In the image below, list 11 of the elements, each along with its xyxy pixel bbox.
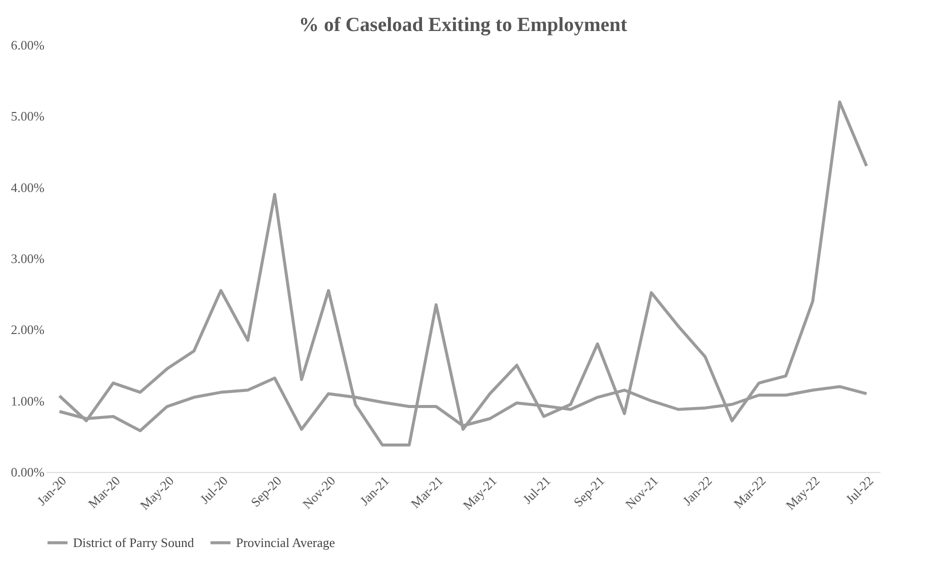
line-series xyxy=(58,100,868,446)
legend-label: Provincial Average xyxy=(236,534,336,550)
y-tick-label: 5.00% xyxy=(10,108,45,124)
y-tick-label: 3.00% xyxy=(10,251,45,266)
y-tick-label: 6.00% xyxy=(10,38,45,52)
legend-label: District of Parry Sound xyxy=(73,534,194,550)
y-tick-label: 1.00% xyxy=(10,393,45,408)
y-tick-label: 2.00% xyxy=(10,322,45,338)
y-tick-label: 4.00% xyxy=(10,180,45,195)
y-tick-label: 0.00% xyxy=(10,464,45,480)
chart-title: % of Caseload Exiting to Employment xyxy=(298,14,628,36)
